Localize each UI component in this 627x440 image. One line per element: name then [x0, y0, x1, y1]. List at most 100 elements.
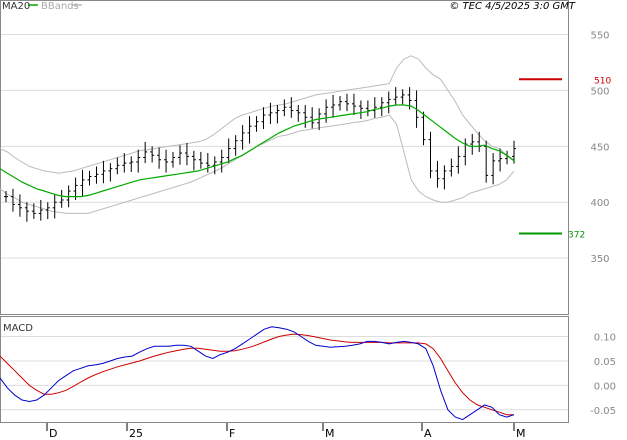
price-bar [233, 135, 238, 156]
x-tick-label: M [325, 427, 335, 440]
price-bar [512, 140, 516, 164]
x-tick-label: F [229, 427, 235, 440]
price-bar [17, 194, 22, 217]
macd-y-axis: 0.10 0.05 0.00 -0.05 [590, 333, 616, 417]
price-bar [4, 191, 8, 203]
price-bar [45, 202, 50, 219]
price-bar [386, 91, 391, 114]
price-gridlines [1, 34, 568, 259]
price-bar [205, 153, 210, 173]
price-bar [101, 160, 106, 184]
price-bar [247, 116, 252, 144]
macd-signal-line [0, 333, 514, 416]
price-bar [87, 170, 92, 186]
price-bar [275, 104, 280, 124]
x-tick-label: A [424, 427, 432, 440]
price-bar [289, 97, 294, 118]
price-bar [38, 199, 43, 221]
price-bar [282, 99, 287, 117]
macd-tick-label: 0.05 [594, 357, 616, 368]
price-bar [310, 107, 315, 129]
price-bar [338, 96, 343, 111]
price-tick-label: 450 [590, 142, 609, 153]
price-bar [80, 169, 85, 197]
price-bar [449, 158, 454, 177]
price-bar [351, 93, 356, 116]
price-bar [421, 111, 426, 146]
price-bar [344, 93, 349, 112]
x-tick-label: D [49, 427, 57, 440]
price-tick-label: 400 [590, 198, 609, 209]
price-bar [177, 145, 182, 165]
price-bar [491, 153, 496, 185]
price-bar [498, 148, 503, 172]
price-bar [59, 189, 64, 208]
macd-lines [0, 326, 515, 421]
macd-panel [0, 316, 569, 423]
price-y-axis: 350 400 450 500 550 [590, 31, 609, 266]
ma20-polyline [0, 104, 515, 198]
price-bar [171, 151, 176, 168]
legend-ma-label: MA20 [2, 1, 30, 12]
price-bars [4, 87, 516, 222]
price-tick-label: 350 [590, 254, 609, 265]
price-bar [268, 102, 273, 124]
price-bar [184, 142, 189, 166]
price-bar [108, 163, 113, 182]
price-bar [296, 104, 301, 122]
price-bar [150, 146, 155, 163]
x-axis: D 25 F M A M [46, 423, 526, 440]
price-bar [129, 156, 134, 173]
price-bar [157, 147, 162, 169]
macd-gridlines [1, 336, 568, 411]
price-bar [115, 157, 120, 175]
price-bar [24, 202, 29, 222]
price-bar [219, 149, 224, 173]
price-panel [0, 0, 569, 315]
price-bar [191, 150, 196, 171]
price-bar [358, 100, 363, 119]
price-bar [303, 104, 308, 128]
price-bar [379, 97, 384, 117]
chart-title: © TEC 4/5/2025 3:0 GMT [449, 1, 576, 12]
macd-line [0, 326, 515, 421]
support-resistance-levels: 510 372 [519, 76, 611, 241]
price-bar [393, 87, 398, 105]
macd-tick-label: -0.05 [590, 406, 616, 417]
price-bar [226, 138, 231, 164]
price-bar [10, 188, 15, 212]
price-bar [435, 160, 440, 188]
macd-tick-label: 0.10 [594, 333, 616, 344]
price-bar [261, 107, 266, 129]
price-bar [94, 166, 99, 184]
price-bar [470, 134, 475, 155]
macd-title: MACD [3, 323, 33, 334]
bb-upper-line [0, 55, 515, 174]
price-bar [324, 99, 329, 123]
price-tick-label: 550 [590, 31, 609, 42]
support-label: 372 [568, 231, 585, 241]
price-bar [164, 149, 169, 173]
x-tick-label: M [516, 427, 526, 440]
price-bar [456, 146, 461, 174]
legend-bb-label: BBands [41, 1, 79, 12]
price-bar [400, 89, 405, 105]
x-tick-label: 25 [129, 427, 143, 440]
price-bar [143, 141, 148, 164]
price-bar [198, 151, 203, 169]
price-tick-label: 500 [590, 86, 609, 97]
price-bar [136, 149, 141, 173]
price-bar [31, 203, 36, 219]
macd-tick-label: 0.00 [594, 381, 616, 392]
ma20-line [0, 104, 515, 198]
price-bar [372, 97, 377, 118]
price-bar [331, 94, 336, 118]
price-bar [240, 125, 245, 150]
price-bar [52, 194, 57, 219]
price-bar [428, 131, 433, 179]
price-bar [122, 153, 127, 173]
price-bar [254, 116, 259, 132]
price-bar [442, 165, 447, 190]
resistance-label: 510 [594, 76, 611, 86]
